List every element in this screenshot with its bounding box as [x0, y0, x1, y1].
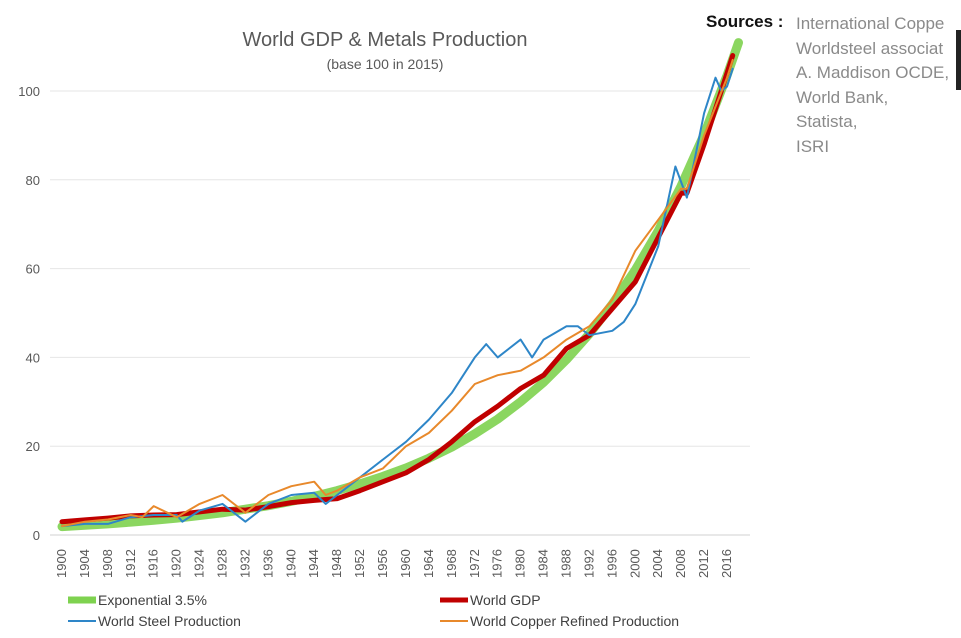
x-tick-label: 1904 [77, 549, 92, 578]
x-tick-label: 1944 [306, 549, 321, 578]
x-tick-label: 2012 [696, 549, 711, 578]
y-tick-label: 80 [26, 173, 40, 188]
x-tick-label: 1900 [54, 549, 69, 578]
legend-label: World Steel Production [98, 613, 241, 629]
x-tick-label: 2016 [719, 549, 734, 578]
x-tick-label: 1928 [215, 549, 230, 578]
x-tick-label: 1912 [123, 549, 138, 578]
x-tick-label: 2008 [673, 549, 688, 578]
x-tick-label: 1908 [100, 549, 115, 578]
x-tick-label: 1956 [375, 549, 390, 578]
y-axis: 0 20 40 60 80 100 [18, 84, 40, 543]
sources-block: Sources : International Coppe Worldsteel… [706, 12, 961, 172]
source-item: International Coppe [796, 14, 945, 33]
y-tick-label: 20 [26, 439, 40, 454]
x-tick-label: 1992 [581, 549, 596, 578]
y-tick-label: 40 [26, 350, 40, 365]
x-tick-label: 1940 [283, 549, 298, 578]
x-tick-label: 1960 [398, 549, 413, 578]
gridlines [50, 90, 750, 536]
chart-title: World GDP & Metals Production [243, 29, 528, 51]
x-tick-label: 1952 [352, 549, 367, 578]
sources-label: Sources : [706, 12, 784, 31]
x-tick-label: 2004 [650, 549, 665, 578]
series-line-world-copper-refined-production [61, 58, 734, 528]
x-tick-label: 1984 [536, 549, 551, 578]
x-tick-label: 1968 [444, 549, 459, 578]
x-tick-label: 1924 [192, 549, 207, 578]
x-tick-label: 1932 [237, 549, 252, 578]
series-line-world-steel-production [61, 67, 734, 528]
x-tick-label: 1996 [604, 549, 619, 578]
legend-label: Exponential 3.5% [98, 592, 207, 608]
source-item: Statista, [796, 112, 858, 131]
y-tick-label: 60 [26, 262, 40, 277]
x-tick-label: 1948 [329, 549, 344, 578]
legend: Exponential 3.5% World GDP World Steel Pro… [68, 592, 679, 629]
x-axis: 1900 1904 1908 1912 1916 1920 1924 1928 1932 1936… [54, 549, 734, 578]
y-tick-label: 0 [33, 528, 40, 543]
legend-label: World GDP [470, 592, 541, 608]
series-line-exponential-3-5- [57, 38, 743, 532]
chart-subtitle: (base 100 in 2015) [327, 56, 444, 72]
x-tick-label: 1988 [558, 549, 573, 578]
legend-label: World Copper Refined Production [470, 613, 679, 629]
x-tick-label: 1936 [260, 549, 275, 578]
source-item: ISRI [796, 136, 830, 156]
sources-list: International Coppe Worldsteel associat … [796, 12, 949, 159]
x-tick-label: 1980 [513, 549, 528, 578]
plot-area [57, 38, 743, 532]
x-tick-label: 1972 [467, 549, 482, 578]
x-tick-label: 1976 [490, 549, 505, 578]
window-edge [956, 30, 961, 90]
x-tick-label: 1920 [169, 549, 184, 578]
source-item: Worldsteel associat [796, 38, 944, 58]
x-tick-label: 2000 [627, 549, 642, 578]
source-item: World Bank, [796, 87, 889, 107]
x-tick-label: 1964 [421, 549, 436, 578]
y-tick-label: 100 [18, 84, 40, 99]
series-line-world-gdp [59, 53, 736, 525]
x-tick-label: 1916 [146, 549, 161, 578]
source-item: A. Maddison OCDE, [796, 63, 950, 82]
